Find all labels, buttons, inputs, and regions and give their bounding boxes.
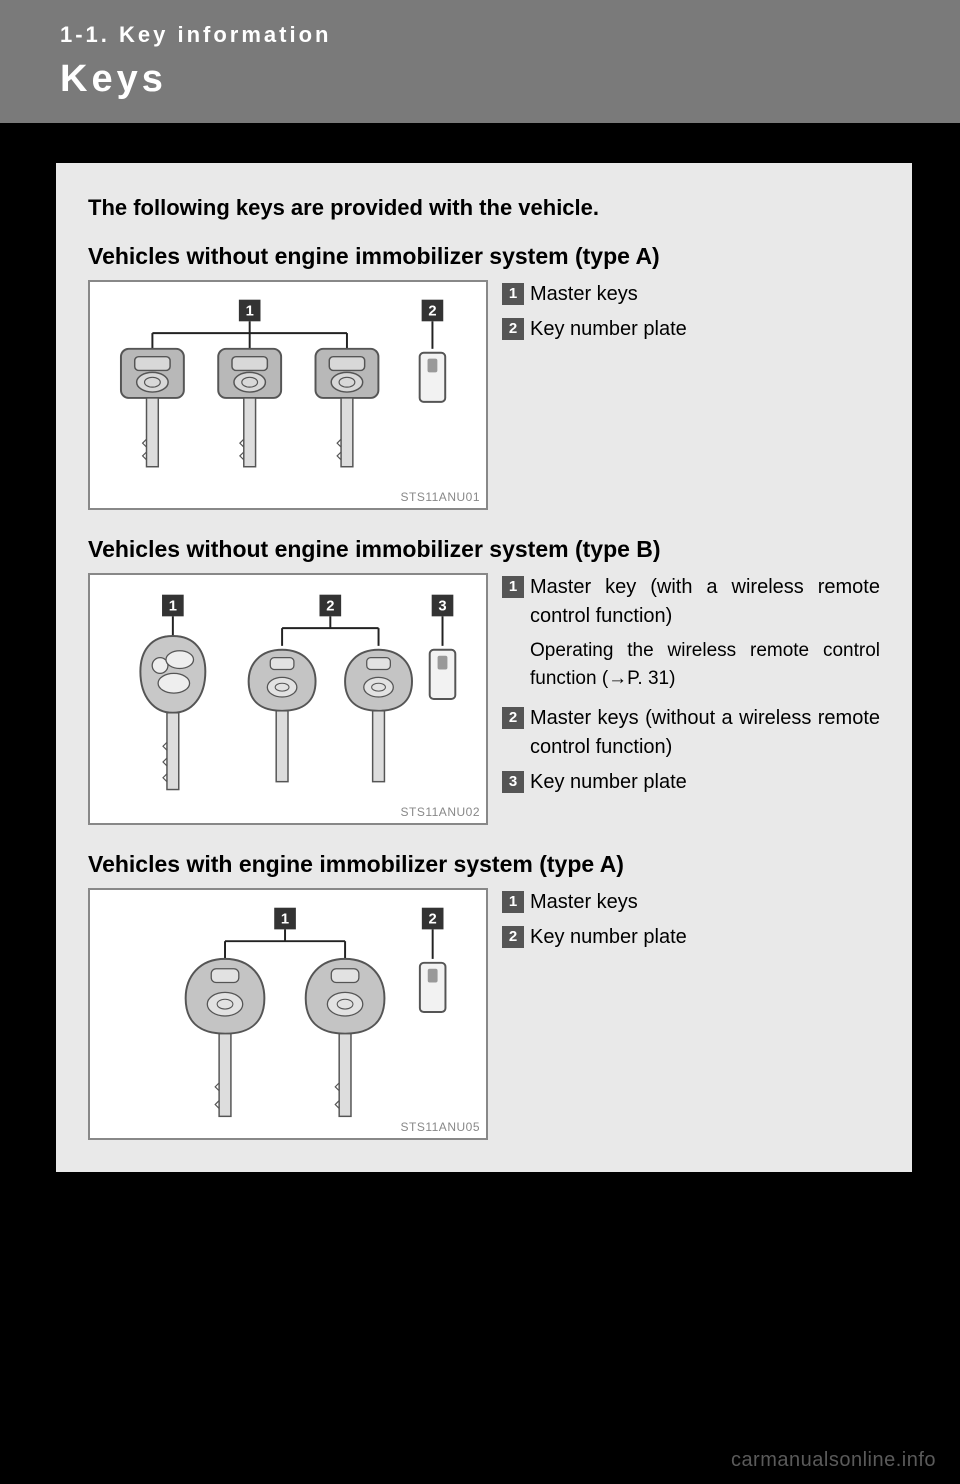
- list-subitem: Operating the wireless remote control fu…: [530, 637, 880, 692]
- sub-pre: Operating the wireless remote control fu…: [530, 640, 880, 689]
- figure-box-1: 1 2: [88, 280, 488, 510]
- arrow-icon: →: [608, 668, 627, 689]
- svg-text:2: 2: [428, 303, 436, 319]
- svg-text:2: 2: [429, 911, 437, 927]
- figure-code-1: STS11ANU01: [401, 490, 480, 504]
- item-text: Key number plate: [530, 315, 880, 344]
- num-badge-2: 2: [502, 926, 524, 948]
- num-badge-1: 1: [502, 576, 524, 598]
- list-item: 1 Master key (with a wireless remote con…: [502, 573, 880, 631]
- page: 1-1. Key information Keys The following …: [0, 0, 960, 1484]
- block-type-a-no-immo: 1 2: [88, 280, 880, 510]
- content-wrap: The following keys are provided with the…: [0, 123, 960, 1172]
- list-item: 2 Master keys (without a wireless remote…: [502, 704, 880, 762]
- figure-code-2: STS11ANU02: [401, 805, 480, 819]
- svg-text:1: 1: [246, 303, 254, 319]
- num-badge-1: 1: [502, 283, 524, 305]
- list-item: 2 Key number plate: [502, 923, 880, 952]
- block-type-a-immo: 1 2: [88, 888, 880, 1140]
- section-title: Keys: [60, 58, 900, 101]
- diagram-keys-2: 1 2 3: [90, 575, 486, 823]
- subitem-text: Operating the wireless remote control fu…: [530, 637, 880, 692]
- desc-list-1: 1 Master keys 2 Key number plate: [502, 280, 880, 350]
- item-text: Key number plate: [530, 923, 880, 952]
- item-text: Master keys (without a wireless remote c…: [530, 704, 880, 762]
- desc-list-3: 1 Master keys 2 Key number plate: [502, 888, 880, 958]
- num-badge-2: 2: [502, 318, 524, 340]
- list-item: 1 Master keys: [502, 280, 880, 309]
- list-item: 2 Key number plate: [502, 315, 880, 344]
- svg-text:3: 3: [438, 598, 446, 614]
- sub-post: P. 31): [627, 668, 675, 689]
- num-badge-2: 2: [502, 707, 524, 729]
- subheading-type-a-immo: Vehicles with engine immobilizer system …: [88, 851, 880, 878]
- item-text: Master keys: [530, 280, 880, 309]
- block-type-b-no-immo: 1 2 3: [88, 573, 880, 825]
- num-badge-1: 1: [502, 891, 524, 913]
- section-number: 1-1. Key information: [60, 22, 900, 48]
- content-box: The following keys are provided with the…: [56, 163, 912, 1172]
- figure-box-3: 1 2: [88, 888, 488, 1140]
- diagram-keys-3: 1 2: [90, 890, 486, 1138]
- subheading-type-b-no-immo: Vehicles without engine immobilizer syst…: [88, 536, 880, 563]
- svg-text:2: 2: [326, 598, 334, 614]
- diagram-keys-1: 1 2: [90, 282, 486, 508]
- intro-text: The following keys are provided with the…: [88, 195, 880, 221]
- svg-text:1: 1: [281, 911, 289, 927]
- item-text: Master key (with a wireless remote contr…: [530, 573, 880, 631]
- figure-code-3: STS11ANU05: [401, 1120, 480, 1134]
- item-text: Master keys: [530, 888, 880, 917]
- page-header: 1-1. Key information Keys: [0, 0, 960, 123]
- list-item: 1 Master keys: [502, 888, 880, 917]
- figure-box-2: 1 2 3: [88, 573, 488, 825]
- svg-text:1: 1: [169, 598, 177, 614]
- watermark-text: carmanualsonline.info: [731, 1449, 936, 1472]
- item-text: Key number plate: [530, 768, 880, 797]
- desc-list-2: 1 Master key (with a wireless remote con…: [502, 573, 880, 803]
- subheading-type-a-no-immo: Vehicles without engine immobilizer syst…: [88, 243, 880, 270]
- num-badge-3: 3: [502, 771, 524, 793]
- list-item: 3 Key number plate: [502, 768, 880, 797]
